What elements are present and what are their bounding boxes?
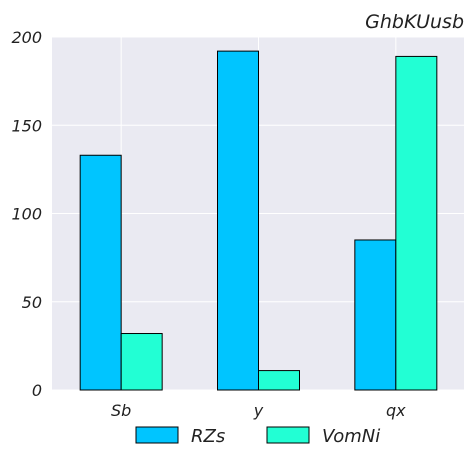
bar-RZs-Sb — [79, 154, 122, 391]
y-tick-label: 50 — [22, 293, 42, 312]
legend-swatch-VomNi — [266, 426, 310, 444]
y-tick-label: 100 — [11, 205, 42, 224]
bar-RZs-qx — [354, 239, 397, 391]
x-tick-label: y — [253, 401, 264, 420]
bars — [79, 50, 438, 391]
x-tick-label: Sb — [111, 401, 131, 420]
y-tick-label: 200 — [11, 28, 42, 47]
x-tick-label: qx — [386, 401, 406, 420]
x-axis-ticks: Sb y qx — [111, 401, 406, 420]
y-axis-ticks: 0 50 100 150 200 — [11, 28, 42, 400]
legend-swatch-RZs — [135, 426, 179, 444]
legend-label-VomNi: VomNi — [322, 426, 380, 447]
chart-title: GhbKUusb — [365, 11, 464, 33]
legend: RZs VomNi — [135, 426, 380, 447]
bar-VomNi-qx — [395, 55, 438, 391]
bar-RZs-y — [217, 50, 259, 391]
y-tick-label: 150 — [11, 116, 42, 135]
y-tick-label: 0 — [32, 381, 42, 400]
bar-VomNi-Sb — [120, 333, 163, 391]
legend-label-RZs: RZs — [191, 426, 225, 447]
bar-VomNi-y — [258, 370, 300, 391]
